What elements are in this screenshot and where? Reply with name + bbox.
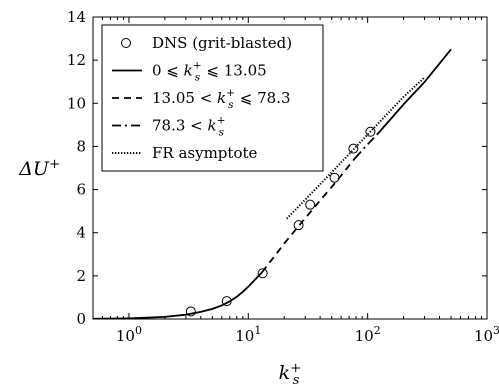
data-point	[365, 126, 376, 137]
legend-item-dns: DNS (grit-blasted)	[121, 34, 292, 52]
y-tick-label: 12	[67, 51, 86, 69]
data-point	[185, 306, 196, 317]
legend-item-fr: FR asymptote	[112, 144, 257, 162]
series-line-regime3	[354, 133, 378, 159]
y-tick-label: 8	[76, 137, 86, 155]
series-line-regime3_cont	[376, 48, 452, 136]
x-tick-label: 101	[235, 324, 261, 345]
series-line-fr	[286, 76, 426, 220]
data-point	[329, 172, 340, 183]
legend-item-regime2: 13.05 < k+ s ⩽ 78.3	[112, 87, 291, 111]
legend-label: 13.05 < k+ s ⩽ 78.3	[152, 87, 291, 111]
data-point	[221, 296, 232, 307]
x-tick-label: 103	[474, 324, 499, 345]
series-layer	[93, 48, 452, 319]
y-tick-label: 6	[76, 181, 86, 199]
y-tick-label: 0	[76, 310, 86, 328]
data-point	[348, 143, 359, 154]
plot-frame	[92, 16, 488, 320]
legend-label: DNS (grit-blasted)	[152, 34, 292, 52]
data-point	[293, 220, 304, 231]
y-axis-label: ΔU+	[18, 157, 62, 180]
series-line-regime1	[93, 271, 263, 319]
legend-marker	[121, 38, 131, 48]
data-point	[257, 268, 268, 279]
x-tick-label: 102	[355, 324, 381, 345]
legend: DNS (grit-blasted) 0 ⩽ k+ s ⩽ 13.05 13.05 <…	[101, 24, 324, 172]
legend-item-regime3: 78.3 < k+ s	[112, 115, 225, 139]
series-line-regime2	[261, 157, 356, 273]
y-tick-label: 10	[67, 94, 86, 112]
legend-label: FR asymptote	[152, 144, 257, 162]
legend-item-regime1: 0 ⩽ k+ s ⩽ 13.05	[112, 60, 267, 84]
y-tick-label: 14	[67, 8, 86, 26]
legend-label: 78.3 < k+ s	[152, 115, 225, 139]
ticks-layer: 0 2 4 6 8 10 12 14 100 101 102 103	[67, 8, 499, 345]
legend-label: 0 ⩽ k+ s ⩽ 13.05	[152, 60, 267, 84]
data-point	[305, 199, 316, 210]
y-tick-label: 2	[76, 267, 86, 285]
x-tick-label: 100	[116, 324, 142, 345]
y-tick-label: 4	[76, 224, 86, 242]
marker-layer	[185, 126, 376, 317]
x-axis-label: k+ s	[279, 361, 302, 388]
